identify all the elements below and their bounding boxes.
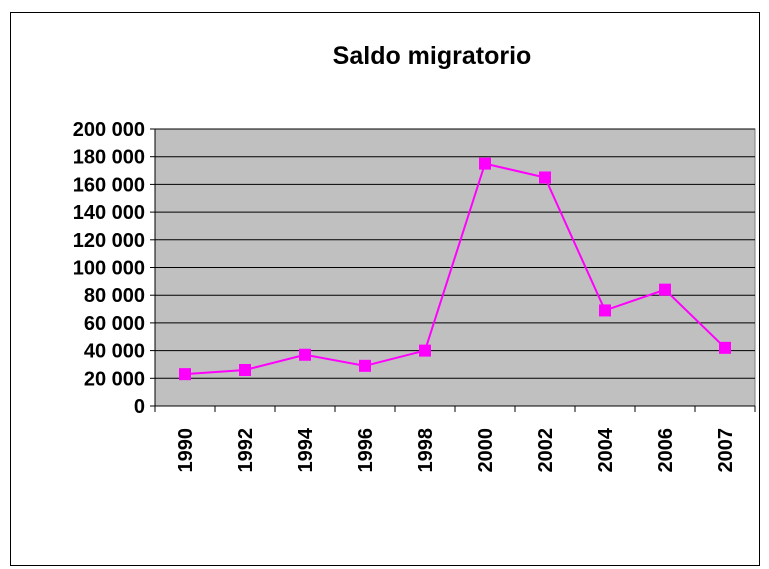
data-point bbox=[599, 304, 611, 317]
data-point bbox=[239, 363, 251, 376]
data-point bbox=[299, 348, 311, 361]
y-tick-label: 120 000 bbox=[73, 230, 145, 252]
y-tick-label: 200 000 bbox=[73, 119, 145, 141]
x-tick-label: 1996 bbox=[355, 428, 377, 473]
x-tick-label: 1992 bbox=[235, 428, 257, 473]
y-tick-label: 40 000 bbox=[84, 341, 145, 363]
data-point bbox=[359, 359, 371, 372]
y-tick-label: 20 000 bbox=[84, 368, 145, 390]
y-tick-label: 80 000 bbox=[84, 285, 145, 307]
data-point bbox=[479, 157, 491, 170]
data-line bbox=[184, 162, 726, 376]
x-tick-label: 2007 bbox=[715, 428, 737, 473]
chart-title: Saldo migratorio bbox=[333, 42, 532, 70]
data-point bbox=[719, 341, 731, 354]
x-tick-label: 2002 bbox=[535, 428, 557, 473]
y-tick-label: 60 000 bbox=[84, 313, 145, 335]
data-point bbox=[419, 344, 431, 357]
x-tick-label: 2006 bbox=[655, 428, 677, 473]
x-tick-label: 2000 bbox=[475, 428, 497, 473]
data-point bbox=[179, 368, 191, 381]
x-tick-label: 1994 bbox=[295, 427, 317, 472]
y-tick-label: 160 000 bbox=[73, 174, 145, 196]
y-tick-label: 180 000 bbox=[73, 147, 145, 169]
data-point bbox=[539, 171, 551, 184]
y-tick-label: 100 000 bbox=[73, 258, 145, 280]
x-tick-label: 2004 bbox=[595, 427, 617, 472]
y-tick-label: 140 000 bbox=[73, 202, 145, 224]
x-tick-label: 1990 bbox=[175, 428, 197, 473]
data-point bbox=[659, 283, 671, 296]
x-tick-label: 1998 bbox=[415, 428, 437, 473]
y-tick-label: 0 bbox=[134, 396, 145, 418]
